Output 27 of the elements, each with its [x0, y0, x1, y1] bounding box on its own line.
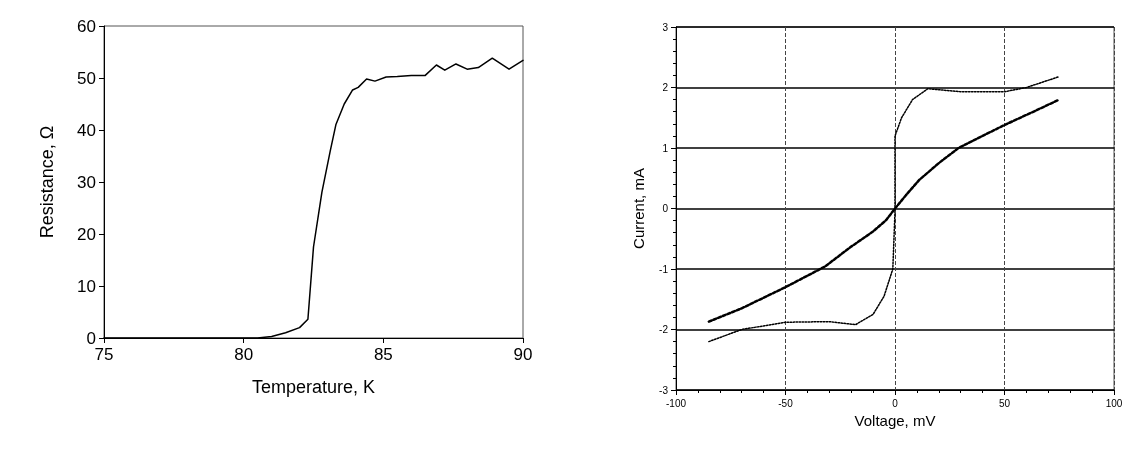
- y-tick-label: 40: [77, 120, 96, 140]
- y-tick-label: 30: [77, 172, 96, 192]
- x-tick-label: -100: [665, 397, 687, 409]
- y-tick-label: 2: [662, 82, 669, 93]
- x-axis-title: Temperature, K: [251, 377, 376, 397]
- y-tick-label: 60: [77, 16, 96, 36]
- x-tick-label: 90: [513, 345, 533, 364]
- x-tick-label: 80: [234, 345, 254, 364]
- x-tick-label: 75: [94, 345, 114, 364]
- y-tick-label: -3: [659, 384, 669, 396]
- x-tick-label: 85: [373, 345, 393, 364]
- y-tick-label: 0: [662, 203, 669, 214]
- y-axis-title: Resistance, Ω: [37, 125, 57, 239]
- y-tick-label: 3: [662, 21, 669, 33]
- x-tick-label: 0: [892, 397, 899, 409]
- x-axis-title: Voltage, mV: [854, 411, 936, 429]
- y-tick-label: -2: [659, 324, 669, 335]
- x-tick-label: 50: [998, 397, 1011, 409]
- y-tick-label: -1: [659, 263, 669, 275]
- x-tick-label: -50: [778, 397, 794, 409]
- y-tick-label: 1: [662, 142, 669, 154]
- y-tick-label: 10: [77, 276, 96, 296]
- y-tick-label: 20: [77, 224, 96, 244]
- y-tick-label: 50: [77, 68, 96, 88]
- y-tick-label: 0: [86, 328, 96, 348]
- y-axis-title: Current, mA: [630, 168, 647, 249]
- x-tick-label: 100: [1105, 397, 1123, 409]
